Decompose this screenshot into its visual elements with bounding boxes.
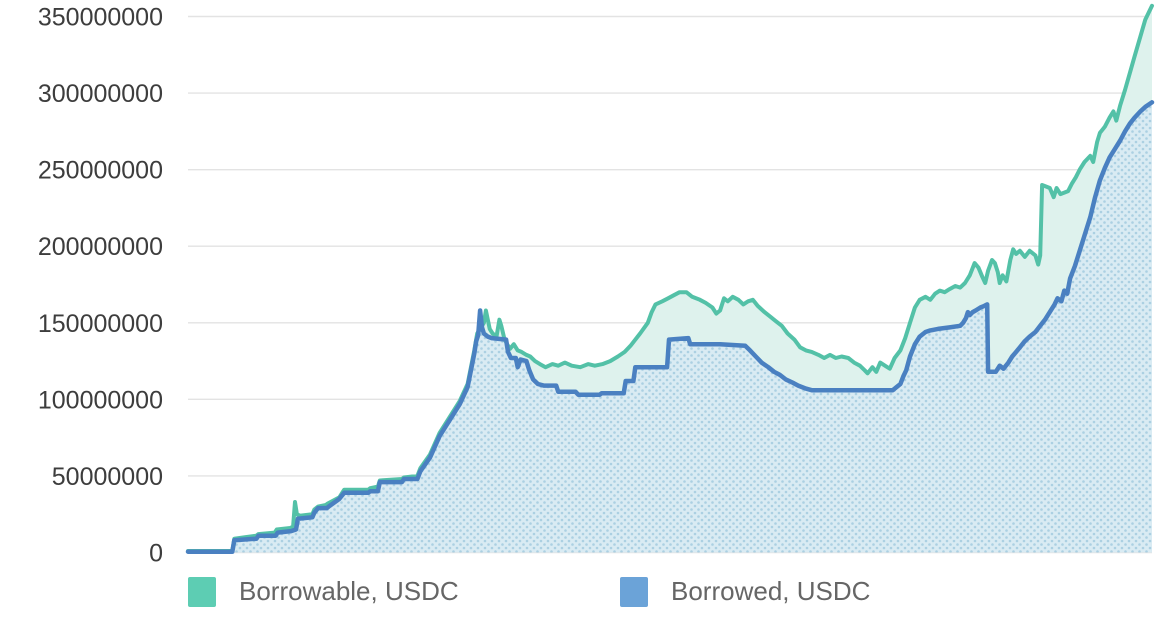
legend-item-borrowable[interactable]: Borrowable, USDC xyxy=(188,576,459,607)
y-axis-tick-label: 250000000 xyxy=(38,157,163,185)
chart-legend: Borrowable, USDC Borrowed, USDC xyxy=(0,570,1174,636)
legend-item-borrowed[interactable]: Borrowed, USDC xyxy=(620,576,870,607)
y-axis-tick-label: 150000000 xyxy=(38,310,163,338)
area-chart[interactable]: 0 50000000 100000000 150000000 200000000 2500… xyxy=(0,0,1174,570)
y-axis-labels: 0 50000000 100000000 150000000 200000000 2500… xyxy=(38,4,163,568)
y-axis-tick-label: 100000000 xyxy=(38,386,163,414)
legend-label-borrowed: Borrowed, USDC xyxy=(671,576,871,606)
y-axis-tick-label: 300000000 xyxy=(38,80,163,108)
legend-swatch-borrowable xyxy=(188,576,216,607)
legend-label-borrowable: Borrowable, USDC xyxy=(239,576,459,606)
borrowed-area-fill xyxy=(188,102,1152,553)
series-layer xyxy=(185,3,1155,554)
y-axis-tick-label: 350000000 xyxy=(38,4,163,32)
y-axis-tick-label: 50000000 xyxy=(52,463,163,491)
legend-swatch-borrowed xyxy=(620,576,648,607)
y-axis-tick-label: 200000000 xyxy=(38,233,163,261)
chart-canvas[interactable]: 0 50000000 100000000 150000000 200000000 2500… xyxy=(0,0,1174,570)
borrowed-line xyxy=(185,100,1155,554)
y-axis-tick-label: 0 xyxy=(149,540,163,568)
